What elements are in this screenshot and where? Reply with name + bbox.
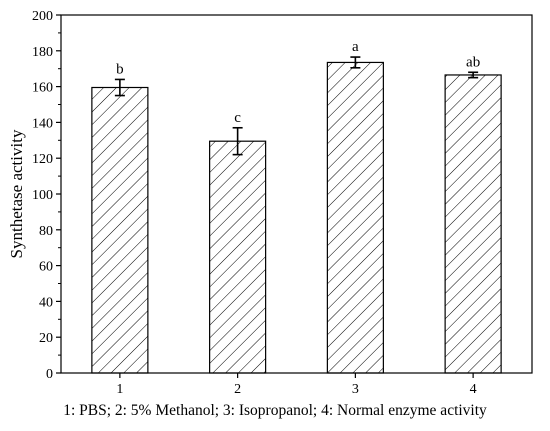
y-tick-label: 20 — [39, 331, 53, 346]
y-tick-label: 100 — [32, 188, 53, 203]
significance-label-2: c — [234, 110, 241, 126]
y-tick-label: 60 — [39, 260, 53, 275]
bars-layer: b c a ab — [91, 39, 502, 374]
bar-chart: b c a ab 0 20 40 60 80 100 120 140 160 180 200 1 2 3 4 Sy… — [7, 9, 533, 397]
y-tick-label: 80 — [39, 224, 53, 239]
x-tick-label: 2 — [234, 382, 241, 397]
y-tick-label: 120 — [32, 152, 53, 167]
bar-2 — [209, 140, 267, 374]
bar-1 — [91, 86, 149, 374]
axes-layer: 0 20 40 60 80 100 120 140 160 180 200 1 2 3 4 — [32, 9, 533, 397]
significance-label-1: b — [116, 61, 124, 77]
chart-caption: 1: PBS; 2: 5% Methanol; 3: Isopropanol; … — [63, 402, 487, 419]
x-tick-label: 4 — [470, 382, 477, 397]
y-tick-label: 0 — [46, 367, 53, 382]
y-axis-title: Synthetase activity — [7, 129, 26, 258]
bar-4 — [444, 74, 502, 374]
significance-label-4: ab — [466, 54, 480, 70]
y-tick-label: 200 — [32, 9, 53, 24]
bar-3 — [326, 61, 384, 374]
y-tick-label: 140 — [32, 116, 53, 131]
x-tick-label: 1 — [116, 382, 123, 397]
x-tick-label: 3 — [352, 382, 359, 397]
y-tick-label: 180 — [32, 45, 53, 60]
y-tick-label: 160 — [32, 81, 53, 96]
significance-label-3: a — [352, 39, 359, 55]
y-tick-label: 40 — [39, 295, 53, 310]
